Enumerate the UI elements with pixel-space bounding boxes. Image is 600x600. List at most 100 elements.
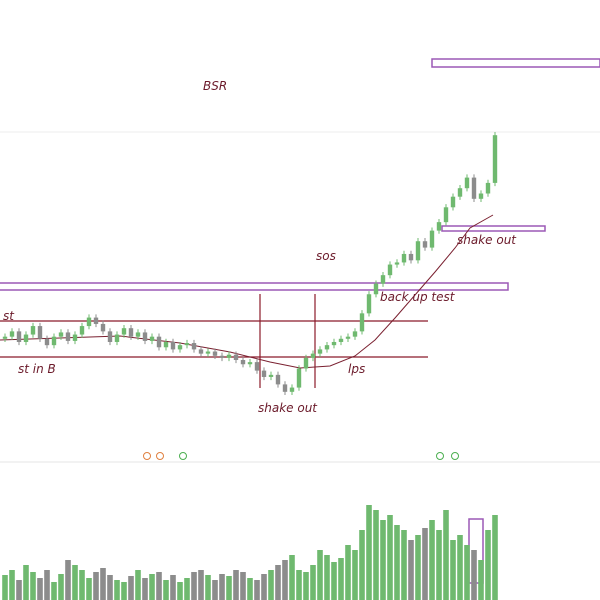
event-marker [156,452,164,460]
candle-body [156,336,162,348]
candle-body [114,334,120,342]
candle-body [408,253,414,261]
volume-bar [163,580,169,600]
volume-bar [478,560,484,600]
volume-bar [268,570,274,600]
candle-body [100,323,106,332]
volume-bar [149,574,155,600]
volume-bar [212,580,218,600]
volume-bar [261,574,267,600]
candle-body [289,387,295,392]
candle-body [198,349,204,354]
candle-body [415,241,421,261]
volume-bar [114,580,120,600]
candle-body [380,275,386,284]
volume-bar [247,578,253,600]
volume-bar [296,570,302,600]
candle-body [443,207,449,223]
annotation: back up test [380,290,456,304]
volume-bar [303,572,309,600]
volume-bar [485,530,491,600]
candle-body [478,193,484,199]
volume-bar [170,575,176,600]
candle-body [37,326,43,339]
volume-bar [184,578,190,600]
candle-body [422,241,428,248]
volume-bar [205,575,211,600]
volume-bar [65,560,71,600]
volume-bar [51,582,57,600]
volume-bar [464,545,470,600]
candle-body [184,343,190,346]
volume-bar [44,570,50,600]
candle-body [233,354,239,361]
event-marker [179,452,187,460]
candle-body [359,313,365,332]
candle-body [450,196,456,208]
volume-bar [289,555,295,600]
volume-bar [338,558,344,600]
candle-body [247,362,253,365]
candle-body [30,326,36,335]
zone [441,225,546,232]
volume-bar [233,570,239,600]
volume-bar [128,576,134,600]
candle-body [205,351,211,354]
candle-body [303,357,309,369]
volume-bar [345,545,351,600]
volume-bar [422,528,428,600]
candle-body [135,332,141,337]
candle-body [9,331,15,337]
candle-body [457,188,463,197]
volume-bar [275,565,281,600]
candle-body [317,349,323,354]
volume-bar [373,510,379,600]
candle-body [65,332,71,341]
annotation: st [3,309,15,323]
volume-bar [135,570,141,600]
volume-bar [401,530,407,600]
volume-bar [380,520,386,600]
candle-body [149,336,155,341]
annotation: shake out [457,233,517,247]
candle-body [2,336,8,339]
volume-bar [471,550,477,600]
candle-body [296,368,302,388]
volume-bar [100,568,106,600]
volume-bar [142,578,148,600]
volume-bar [240,572,246,600]
candle-body [219,355,225,358]
candle-body [268,374,274,377]
volume-bar [450,540,456,600]
candle-body [212,351,218,356]
volume-bar [156,572,162,600]
candle-body [373,283,379,295]
volume-bar [107,575,113,600]
candle-body [226,354,232,358]
candle-body [324,345,330,350]
candle-body [58,332,64,337]
candle-body [163,341,169,348]
volume-bar [93,572,99,600]
candle-body [492,135,498,183]
candle-body [44,338,50,346]
volume-bar [121,582,127,600]
candle-body [366,294,372,314]
volume-bar [226,576,232,600]
volume-bar [436,530,442,600]
event-markers [143,452,459,460]
candle-body [23,334,29,342]
candle-body [121,328,127,335]
candle-body [261,370,267,377]
candle-body [338,338,344,342]
candle-body [142,332,148,341]
candle-body [79,326,85,335]
volume-bar [492,515,498,600]
volume-bar [331,562,337,600]
candle-body [485,182,491,194]
candle-body [394,262,400,265]
candle-body [310,353,316,358]
candle-body [471,177,477,199]
event-marker [451,452,459,460]
candle-body [387,264,393,276]
